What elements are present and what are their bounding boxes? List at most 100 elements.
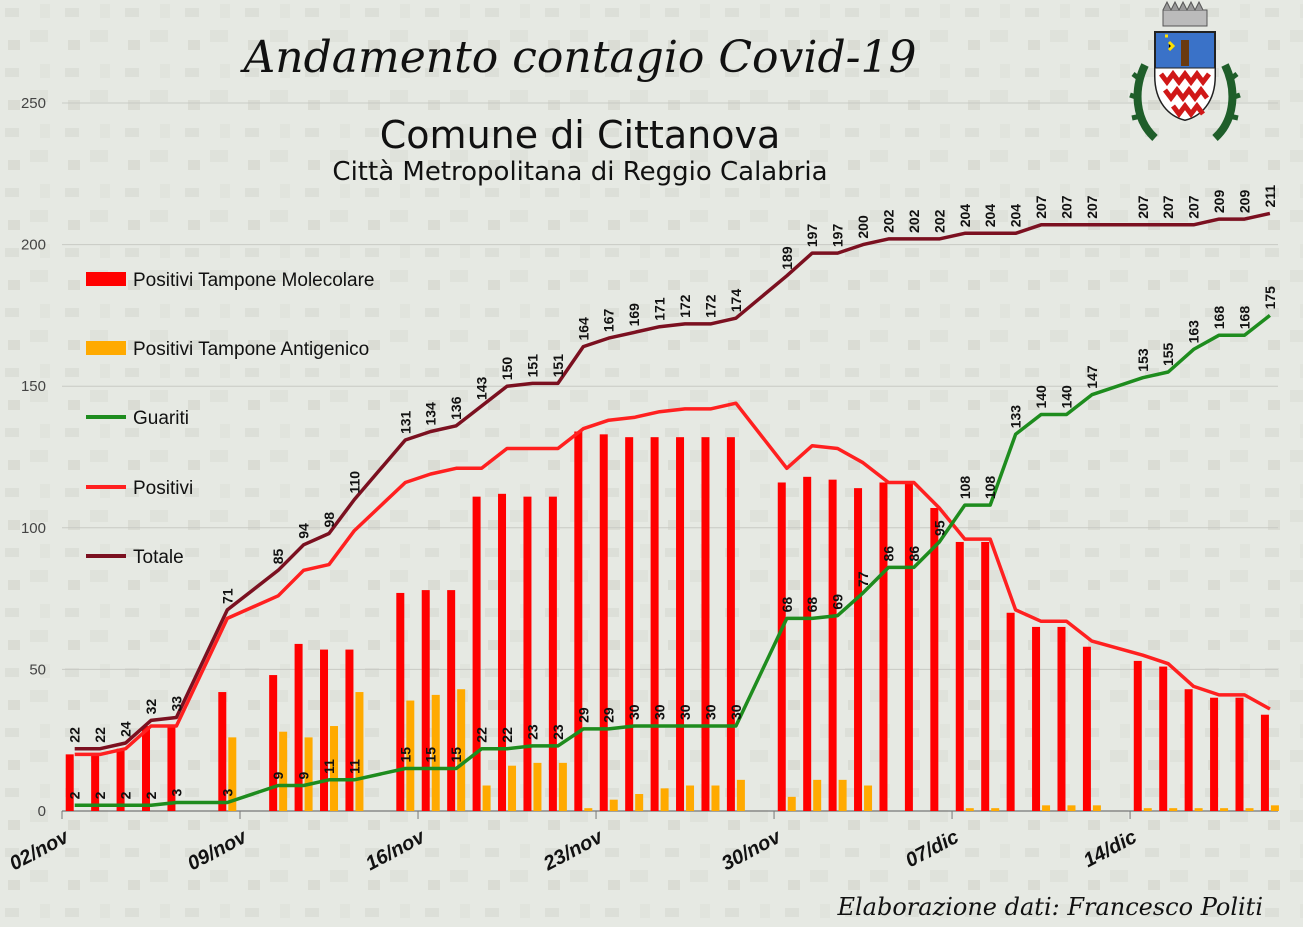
data-label-totale: 33 [168, 696, 184, 712]
data-label-totale: 204 [1008, 204, 1024, 228]
bar-molecolare [1057, 626, 1066, 811]
data-label-guariti: 30 [626, 704, 642, 720]
data-label-guariti: 108 [957, 476, 973, 500]
bar-molecolare [548, 496, 557, 811]
bar-antigenico [1220, 808, 1229, 811]
data-label-guariti: 30 [702, 704, 718, 720]
bar-molecolare [574, 431, 583, 811]
bar-antigenico [406, 700, 415, 811]
data-label-totale: 143 [474, 376, 490, 400]
data-label-totale: 197 [804, 224, 820, 248]
y-tick-label: 200 [21, 237, 46, 254]
data-label-totale: 169 [626, 303, 642, 327]
bar-antigenico [736, 779, 745, 811]
bar-molecolare [879, 482, 888, 811]
data-label-totale: 134 [423, 402, 439, 426]
data-label-totale: 32 [143, 699, 159, 715]
bar-antigenico [1169, 808, 1178, 811]
legend-label: Totale [133, 547, 184, 568]
data-label-totale: 98 [321, 512, 337, 528]
bar-molecolare [1235, 697, 1244, 811]
data-label-guariti: 108 [982, 476, 998, 500]
bar-antigenico [965, 808, 974, 811]
bar-antigenico [864, 785, 873, 811]
data-label-guariti: 29 [601, 707, 617, 723]
bar-antigenico [635, 794, 644, 811]
bar-molecolare [421, 590, 430, 811]
data-label-guariti: 15 [448, 747, 464, 763]
data-label-guariti: 11 [321, 759, 337, 774]
data-label-totale: 22 [92, 727, 108, 743]
bar-antigenico [1042, 805, 1051, 811]
data-label-guariti: 23 [524, 724, 540, 740]
bar-antigenico [431, 694, 440, 811]
y-axis: 0 50 100 150 200 250 [21, 95, 46, 820]
bar-molecolare [472, 496, 481, 811]
data-label-guariti: 2 [143, 791, 159, 799]
legend-swatch [86, 341, 126, 355]
bar-antigenico [1092, 805, 1101, 811]
bar-antigenico [1067, 805, 1076, 811]
bar-molecolare [269, 675, 278, 811]
data-label-totale: 207 [1058, 195, 1074, 219]
bar-antigenico [457, 689, 466, 811]
bar-antigenico [686, 785, 695, 811]
data-label-guariti: 2 [67, 791, 83, 799]
data-label-totale: 209 [1236, 190, 1252, 214]
data-label-totale: 85 [270, 548, 286, 564]
data-label-totale: 136 [448, 396, 464, 420]
data-label-totale: 131 [397, 410, 413, 434]
data-label-guariti: 22 [474, 727, 490, 743]
bar-molecolare [396, 592, 405, 811]
bars-layer [65, 431, 1279, 811]
bar-antigenico [279, 731, 288, 811]
data-label-totale: 24 [118, 721, 134, 737]
data-label-guariti: 68 [779, 597, 795, 613]
data-label-guariti: 29 [575, 707, 591, 723]
bar-molecolare [1184, 689, 1193, 811]
bar-molecolare [904, 482, 913, 811]
data-label-guariti: 155 [1160, 342, 1176, 366]
data-label-guariti: 77 [855, 571, 871, 587]
bar-antigenico [558, 762, 567, 811]
data-label-guariti: 30 [677, 704, 693, 720]
bar-molecolare [320, 649, 329, 811]
legend-label: Guariti [133, 408, 189, 429]
data-label-guariti: 22 [499, 727, 515, 743]
data-label-totale: 207 [1033, 195, 1049, 219]
bar-antigenico [609, 799, 618, 811]
data-label-totale: 202 [880, 209, 896, 233]
data-label-guariti: 140 [1058, 385, 1074, 409]
bar-molecolare [1032, 626, 1041, 811]
data-label-guariti: 175 [1262, 286, 1278, 310]
y-tick-label: 250 [21, 95, 46, 112]
data-label-totale: 200 [855, 215, 871, 239]
bar-antigenico [660, 788, 669, 811]
data-label-totale: 151 [524, 354, 540, 378]
data-label-totale: 207 [1160, 195, 1176, 219]
data-label-totale: 172 [677, 294, 693, 318]
bar-molecolare [523, 496, 532, 811]
data-label-guariti: 11 [346, 759, 362, 774]
chart-title: Andamento contagio Covid-19 [240, 32, 917, 83]
data-label-guariti: 15 [397, 747, 413, 763]
data-label-guariti: 168 [1236, 306, 1252, 330]
y-tick-label: 100 [21, 520, 46, 537]
bar-antigenico [304, 737, 313, 811]
data-label-totale: 110 [346, 471, 362, 494]
data-label-totale: 94 [296, 523, 312, 539]
data-label-totale: 202 [931, 209, 947, 233]
data-label-guariti: 3 [168, 789, 184, 797]
bar-molecolare [142, 726, 151, 811]
bar-molecolare [1133, 660, 1142, 811]
data-label-totale: 202 [906, 209, 922, 233]
data-label-guariti: 153 [1135, 348, 1151, 372]
bar-antigenico [787, 796, 796, 811]
bar-molecolare [1082, 646, 1091, 811]
bar-molecolare [828, 479, 837, 811]
data-label-totale: 189 [779, 246, 795, 270]
data-label-totale: 207 [1135, 195, 1151, 219]
data-label-guariti: 133 [1008, 405, 1024, 429]
